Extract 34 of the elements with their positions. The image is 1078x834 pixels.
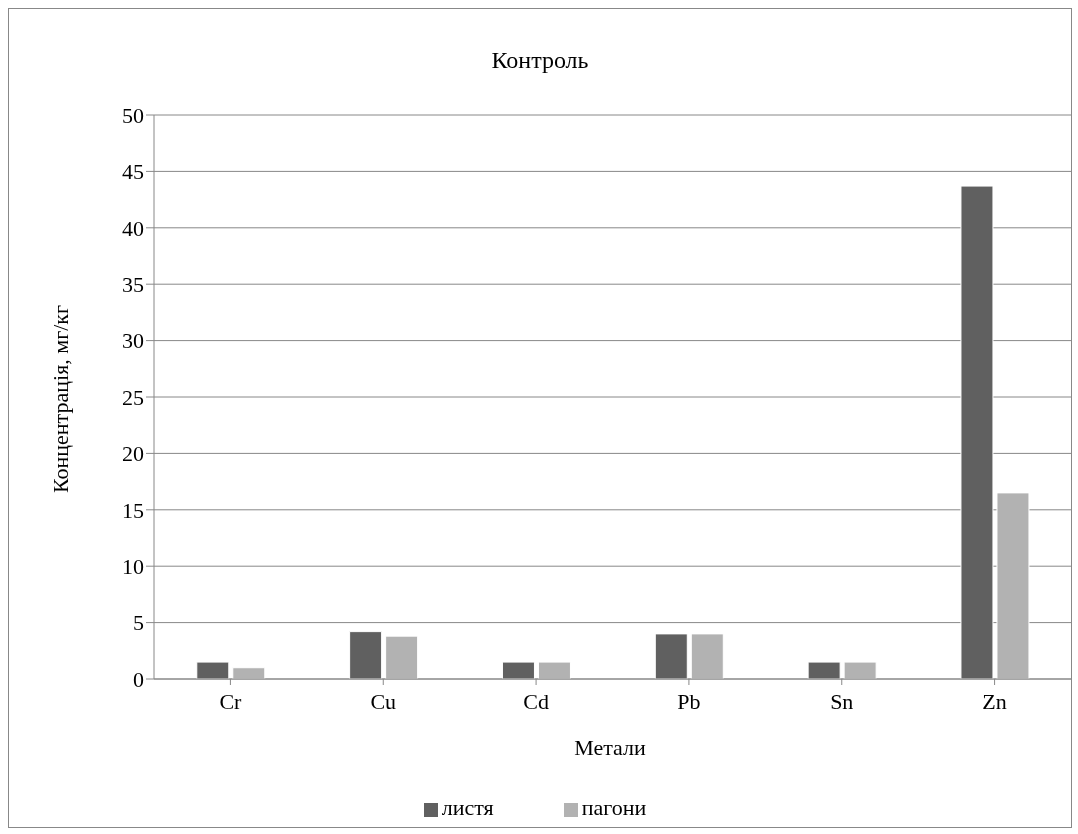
x-axis-title: Метали: [573, 735, 647, 761]
y-axis-title: Концентрація, мг/кг: [48, 304, 74, 494]
bar: [501, 661, 535, 679]
y-tick-label: 40: [122, 215, 144, 241]
chart-title: Контроль: [490, 47, 590, 74]
legend-label: листя: [441, 795, 494, 820]
x-tick-label: Cd: [523, 688, 549, 714]
x-tick-label: Sn: [830, 688, 854, 714]
y-tick-label: 0: [133, 666, 144, 692]
bar: [690, 633, 724, 679]
bar: [960, 185, 994, 679]
bar: [843, 661, 877, 679]
y-tick-label: 10: [122, 554, 144, 580]
bar: [537, 661, 571, 679]
bar: [996, 492, 1030, 679]
y-tick-label: 45: [122, 159, 144, 185]
y-tick-label: 50: [122, 102, 144, 128]
y-tick-label: 15: [122, 497, 144, 523]
bar: [196, 661, 230, 679]
bar: [349, 631, 383, 679]
legend-label: пагони: [581, 795, 647, 820]
y-tick-label: 25: [122, 384, 144, 410]
x-tick-label: Cr: [219, 688, 243, 714]
y-tick-label: 5: [133, 610, 144, 636]
x-tick-label: Pb: [677, 688, 701, 714]
x-tick-label: Cu: [370, 688, 397, 714]
bar: [807, 661, 841, 679]
y-tick-label: 30: [122, 328, 144, 354]
bar: [654, 633, 688, 679]
y-tick-label: 35: [122, 272, 144, 298]
bar: [385, 635, 419, 679]
x-tick-label: Zn: [982, 688, 1007, 714]
y-tick-label: 20: [122, 441, 144, 467]
bar: [232, 667, 266, 679]
